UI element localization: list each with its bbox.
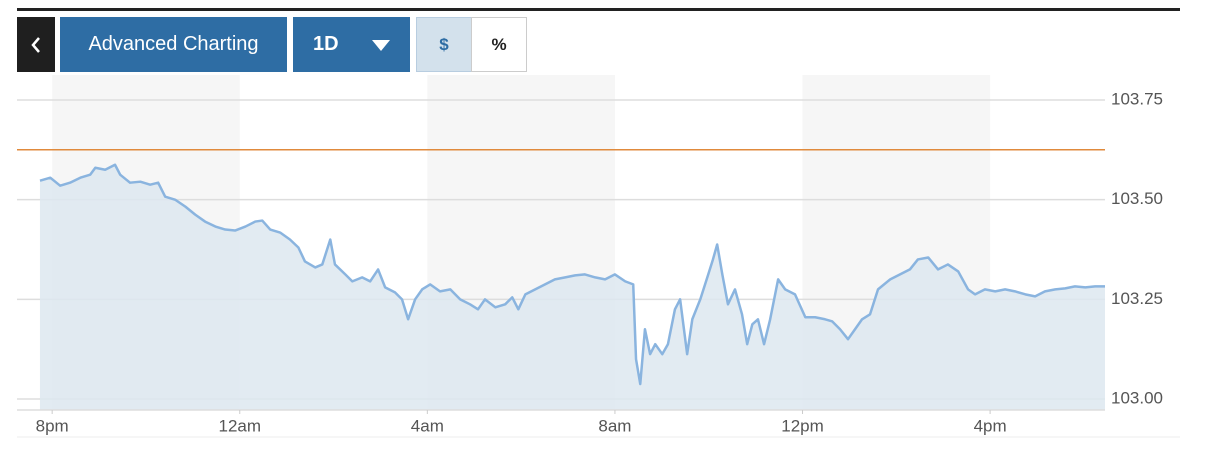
y-tick-label: 103.75	[1111, 89, 1163, 108]
x-tick-label: 8am	[598, 416, 631, 435]
time-band	[802, 75, 991, 410]
title-button[interactable]: Advanced Charting	[60, 17, 287, 72]
x-tick-label: 4am	[411, 416, 444, 435]
mode-button[interactable]: %	[471, 17, 527, 72]
y-tick-label: 103.25	[1111, 289, 1163, 308]
x-tick-label: 8pm	[36, 416, 69, 435]
time-band	[427, 75, 615, 410]
chevron-icon	[31, 36, 40, 53]
period-label: 1D	[313, 33, 339, 55]
x-tick-label: 12am	[218, 416, 261, 435]
dropdown-icon	[372, 40, 390, 51]
mode-button[interactable]: $	[416, 17, 472, 72]
time-band	[52, 75, 240, 410]
y-tick-label: 103.00	[1111, 389, 1163, 408]
period-dropdown[interactable]: 1D	[293, 17, 410, 72]
y-tick-label: 103.50	[1111, 189, 1163, 208]
back-button[interactable]	[17, 17, 55, 72]
x-tick-label: 4pm	[974, 416, 1007, 435]
area-fill	[39, 164, 1106, 410]
price-line	[39, 163, 1105, 386]
x-tick-label: 12pm	[781, 416, 824, 435]
top-rule	[17, 8, 1180, 11]
